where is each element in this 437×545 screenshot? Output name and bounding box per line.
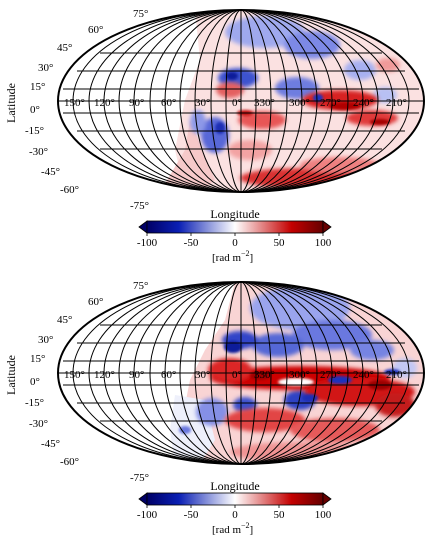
bottom-lat-label: -45° (41, 438, 60, 450)
bottom-lat-label: -30° (29, 418, 48, 430)
bottom-cbar-tick: 50 (274, 509, 286, 521)
bottom-lon-label: 120° (94, 369, 115, 381)
top-lat-label: -75° (130, 200, 149, 212)
bottom-cbar-tick: -50 (184, 509, 199, 521)
top-longitude-title: Longitude (210, 207, 259, 221)
bottom-lon-label: 240° (353, 369, 374, 381)
top-cbar-units: [rad m−2] (212, 249, 253, 264)
bottom-map-boundary (57, 281, 425, 465)
bottom-lon-label: 300° (289, 369, 310, 381)
bottom-lat-label: -75° (130, 472, 149, 484)
top-lat-label: 45° (57, 42, 72, 54)
bottom-longitude-title: Longitude (210, 479, 259, 493)
bottom-lat-label: 60° (88, 296, 103, 308)
bottom-sky-map: 75° 60° 45° 30° 15° 0° -15° -30° -45° -6… (4, 280, 425, 536)
bottom-lon-label: 330° (254, 369, 275, 381)
top-lat-label: -15° (25, 125, 44, 137)
top-lon-label: 150° (64, 97, 85, 109)
bottom-cbar-units: [rad m−2] (212, 521, 253, 536)
bottom-lon-label: 30° (195, 369, 210, 381)
top-lon-label: 120° (94, 97, 115, 109)
top-lon-label: 270° (320, 97, 341, 109)
top-lon-label: 240° (353, 97, 374, 109)
top-colorbar: -100 -50 0 50 100 [rad m−2] (137, 220, 332, 264)
top-cbar-tick: 50 (274, 237, 286, 249)
bottom-lat-label: 45° (57, 314, 72, 326)
bottom-lon-label: 0° (232, 369, 242, 381)
top-lat-label: 75° (133, 8, 148, 20)
top-lon-label: 210° (386, 97, 407, 109)
top-latitude-labels: 75° 60° 45° 30° 15° 0° -15° -30° -45° -6… (25, 8, 149, 212)
bottom-lon-label: 60° (161, 369, 176, 381)
top-longitude-labels: 150° 120° 90° 60° 30° 0° 330° 300° 270° … (64, 97, 407, 109)
bottom-latitude-labels: 75° 60° 45° 30° 15° 0° -15° -30° -45° -6… (25, 280, 149, 484)
top-lat-label: -45° (41, 166, 60, 178)
bottom-lat-label: 0° (30, 376, 40, 388)
top-lon-label: 30° (195, 97, 210, 109)
top-lon-label: 330° (254, 97, 275, 109)
top-lat-label: 0° (30, 104, 40, 116)
bottom-lat-label: 75° (133, 280, 148, 292)
bottom-lat-label: 30° (38, 334, 53, 346)
top-lat-label: -60° (60, 184, 79, 196)
bottom-colorbar: -100 -50 0 50 100 [rad m−2] (137, 492, 332, 536)
bottom-lat-label: 15° (30, 353, 45, 365)
top-cbar-tick: -50 (184, 237, 199, 249)
top-lon-label: 90° (129, 97, 144, 109)
bottom-latitude-title: Latitude (4, 355, 18, 395)
top-latitude-title: Latitude (4, 83, 18, 123)
bottom-lon-label: 90° (129, 369, 144, 381)
bottom-lon-label: 210° (386, 369, 407, 381)
bottom-cbar-tick: -100 (137, 509, 158, 521)
top-map-boundary (57, 9, 425, 193)
top-lat-label: 15° (30, 81, 45, 93)
top-lat-label: 60° (88, 24, 103, 36)
bottom-lon-label: 150° (64, 369, 85, 381)
bottom-cbar-tick: 0 (232, 509, 238, 521)
top-lon-label: 0° (232, 97, 242, 109)
top-cbar-tick: -100 (137, 237, 158, 249)
bottom-lon-label: 270° (320, 369, 341, 381)
top-lat-label: -30° (29, 146, 48, 158)
bottom-lat-label: -60° (60, 456, 79, 468)
top-cbar-tick: 0 (232, 237, 238, 249)
bottom-cbar-tick: 100 (315, 509, 332, 521)
top-cbar-tick: 100 (315, 237, 332, 249)
top-lon-label: 300° (289, 97, 310, 109)
top-lon-label: 60° (161, 97, 176, 109)
top-sky-map: 75° 60° 45° 30° 15° 0° -15° -30° -45° -6… (4, 8, 425, 264)
bottom-lat-label: -15° (25, 397, 44, 409)
top-lat-label: 30° (38, 62, 53, 74)
bottom-longitude-labels: 150° 120° 90° 60° 30° 0° 330° 300° 270° … (64, 369, 407, 381)
